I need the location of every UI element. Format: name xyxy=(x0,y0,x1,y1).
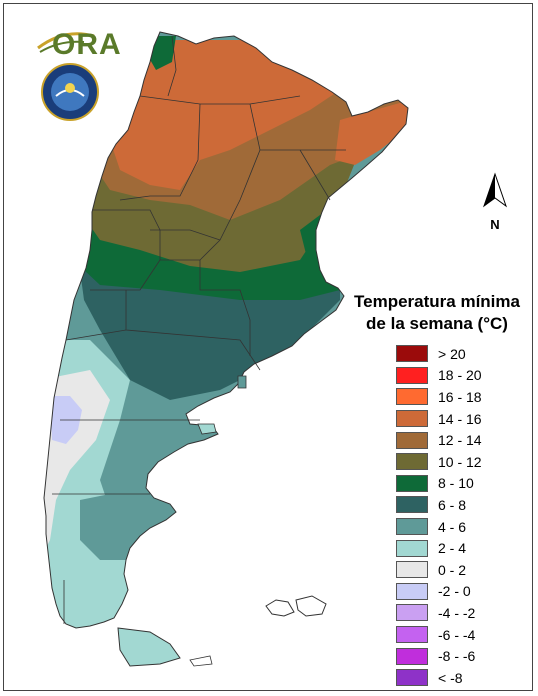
legend-swatch xyxy=(396,431,428,449)
legend-item: -8 - -6 xyxy=(396,645,530,667)
legend-swatch xyxy=(396,539,428,557)
tierra-del-fuego xyxy=(117,627,181,667)
legend-swatch xyxy=(396,647,428,665)
legend-swatch xyxy=(396,453,428,471)
legend-label: -8 - -6 xyxy=(438,648,476,665)
legend-title-line1: Temperatura mínima xyxy=(354,292,520,311)
legend-item: 0 - 2 xyxy=(396,559,530,581)
legend-label: < -8 xyxy=(438,669,463,686)
legend-swatch xyxy=(396,410,428,428)
north-arrow-icon xyxy=(483,172,507,208)
legend-item: 18 - 20 xyxy=(396,365,530,387)
smn-seal-icon xyxy=(41,63,99,121)
legend-item: 2 - 4 xyxy=(396,537,530,559)
legend-swatch xyxy=(396,366,428,384)
legend-label: 4 - 6 xyxy=(438,518,467,535)
legend-label: 10 - 12 xyxy=(438,453,482,470)
legend-swatch xyxy=(396,669,428,687)
legend-item: -2 - 0 xyxy=(396,581,530,603)
legend-items: > 20 18 - 20 16 - 18 14 - 16 12 - 14 10 - 12 8… xyxy=(396,343,530,689)
legend-label: 12 - 14 xyxy=(438,432,482,449)
legend-item: 16 - 18 xyxy=(396,386,530,408)
legend-swatch xyxy=(396,388,428,406)
legend-swatch xyxy=(396,474,428,492)
legend: Temperatura mínima de la semana (°C) > 2… xyxy=(344,291,530,689)
legend-label: 18 - 20 xyxy=(438,367,482,384)
legend-label: 6 - 8 xyxy=(438,496,467,513)
legend-item: -6 - -4 xyxy=(396,624,530,646)
legend-label: -6 - -4 xyxy=(438,626,476,643)
legend-label: 14 - 16 xyxy=(438,410,482,427)
legend-label: 0 - 2 xyxy=(438,561,467,578)
legend-item: 8 - 10 xyxy=(396,473,530,495)
legend-swatch xyxy=(396,345,428,363)
ora-logo-text: ORA xyxy=(52,28,122,62)
legend-label: 16 - 18 xyxy=(438,388,482,405)
north-label: N xyxy=(490,217,500,232)
ora-logo-label: ORA xyxy=(52,28,122,61)
legend-title-line2: de la semana (°C) xyxy=(366,314,508,333)
legend-item: < -8 xyxy=(396,667,530,689)
island-shape xyxy=(197,423,217,435)
country-outline xyxy=(43,31,409,629)
legend-label: 8 - 10 xyxy=(438,475,474,492)
peninsula-shape xyxy=(237,375,247,389)
island-shape-2 xyxy=(189,655,213,667)
legend-item: -4 - -2 xyxy=(396,602,530,624)
legend-title: Temperatura mínima de la semana (°C) xyxy=(344,291,530,335)
legend-item: > 20 xyxy=(396,343,530,365)
north-arrow: N xyxy=(480,172,510,232)
legend-swatch xyxy=(396,496,428,514)
legend-label: -4 - -2 xyxy=(438,604,476,621)
legend-item: 6 - 8 xyxy=(396,494,530,516)
legend-item: 14 - 16 xyxy=(396,408,530,430)
province-borders xyxy=(52,35,346,624)
legend-item: 12 - 14 xyxy=(396,429,530,451)
legend-swatch xyxy=(396,582,428,600)
legend-item: 4 - 6 xyxy=(396,516,530,538)
legend-item: 10 - 12 xyxy=(396,451,530,473)
legend-swatch xyxy=(396,561,428,579)
legend-swatch xyxy=(396,626,428,644)
legend-label: -2 - 0 xyxy=(438,583,471,600)
legend-label: 2 - 4 xyxy=(438,540,467,557)
ora-swoosh-icon xyxy=(37,32,95,53)
legend-swatch xyxy=(396,518,428,536)
legend-label: > 20 xyxy=(438,345,466,362)
islas-malvinas xyxy=(265,595,327,617)
legend-swatch xyxy=(396,604,428,622)
